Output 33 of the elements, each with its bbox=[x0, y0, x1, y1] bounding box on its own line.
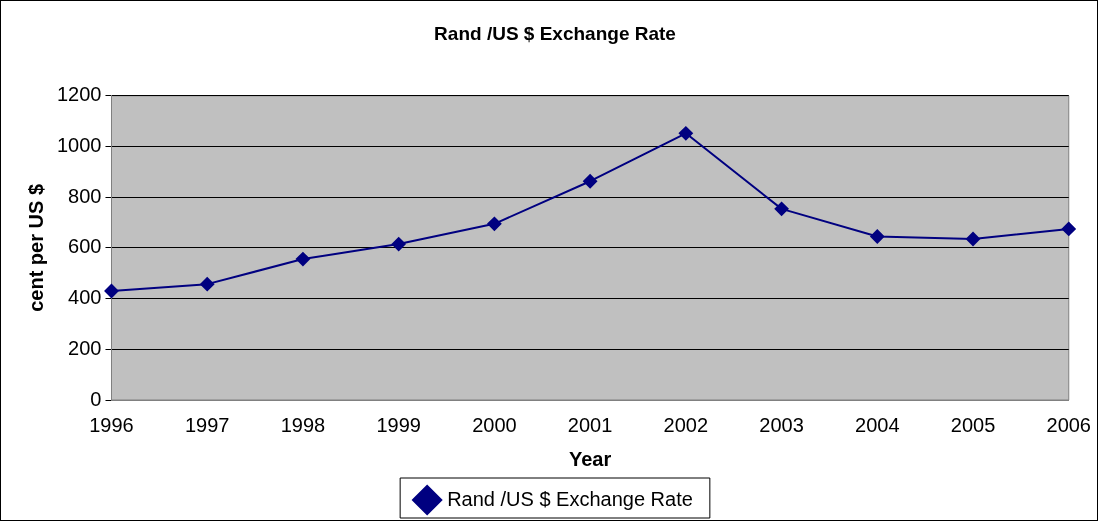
x-tick-label: 1996 bbox=[89, 413, 134, 436]
x-tick-label: 1997 bbox=[184, 413, 230, 436]
point bbox=[678, 126, 693, 141]
x-axis-title: Year bbox=[568, 447, 612, 470]
x-tick-label: 2006 bbox=[1046, 413, 1091, 436]
point bbox=[104, 284, 119, 298]
x-tick-label: 2000 bbox=[472, 413, 517, 436]
point bbox=[200, 277, 215, 292]
x-tick-label: 2003 bbox=[759, 413, 804, 436]
x-tick-label: 2001 bbox=[567, 413, 613, 436]
point bbox=[870, 229, 885, 244]
y-tick-label: 0 bbox=[90, 387, 102, 410]
x-tick-label: 2005 bbox=[950, 413, 996, 436]
x-tick-label: 2002 bbox=[663, 413, 709, 436]
point bbox=[1061, 221, 1076, 236]
point bbox=[487, 216, 502, 231]
y-tick-label: 600 bbox=[68, 235, 102, 258]
y-axis-title: cent per US $ bbox=[24, 183, 47, 312]
legend-label: Rand /US $ Exchange Rate bbox=[447, 487, 693, 510]
y-tick-label: 800 bbox=[68, 184, 102, 207]
x-tick-label: 1998 bbox=[280, 413, 326, 436]
y-tick-label: 400 bbox=[68, 286, 102, 309]
chart-title: Rand /US $ Exchange Rate bbox=[434, 22, 676, 44]
point bbox=[295, 252, 310, 267]
point bbox=[966, 232, 981, 247]
y-tick-label: 200 bbox=[68, 336, 102, 359]
point bbox=[391, 237, 406, 252]
x-tick-label: 2004 bbox=[855, 413, 900, 436]
x-tick-label: 1999 bbox=[376, 413, 421, 436]
point bbox=[583, 174, 598, 189]
y-tick-label: 1200 bbox=[56, 83, 102, 106]
point bbox=[774, 201, 789, 216]
y-tick-label: 1000 bbox=[56, 134, 102, 157]
